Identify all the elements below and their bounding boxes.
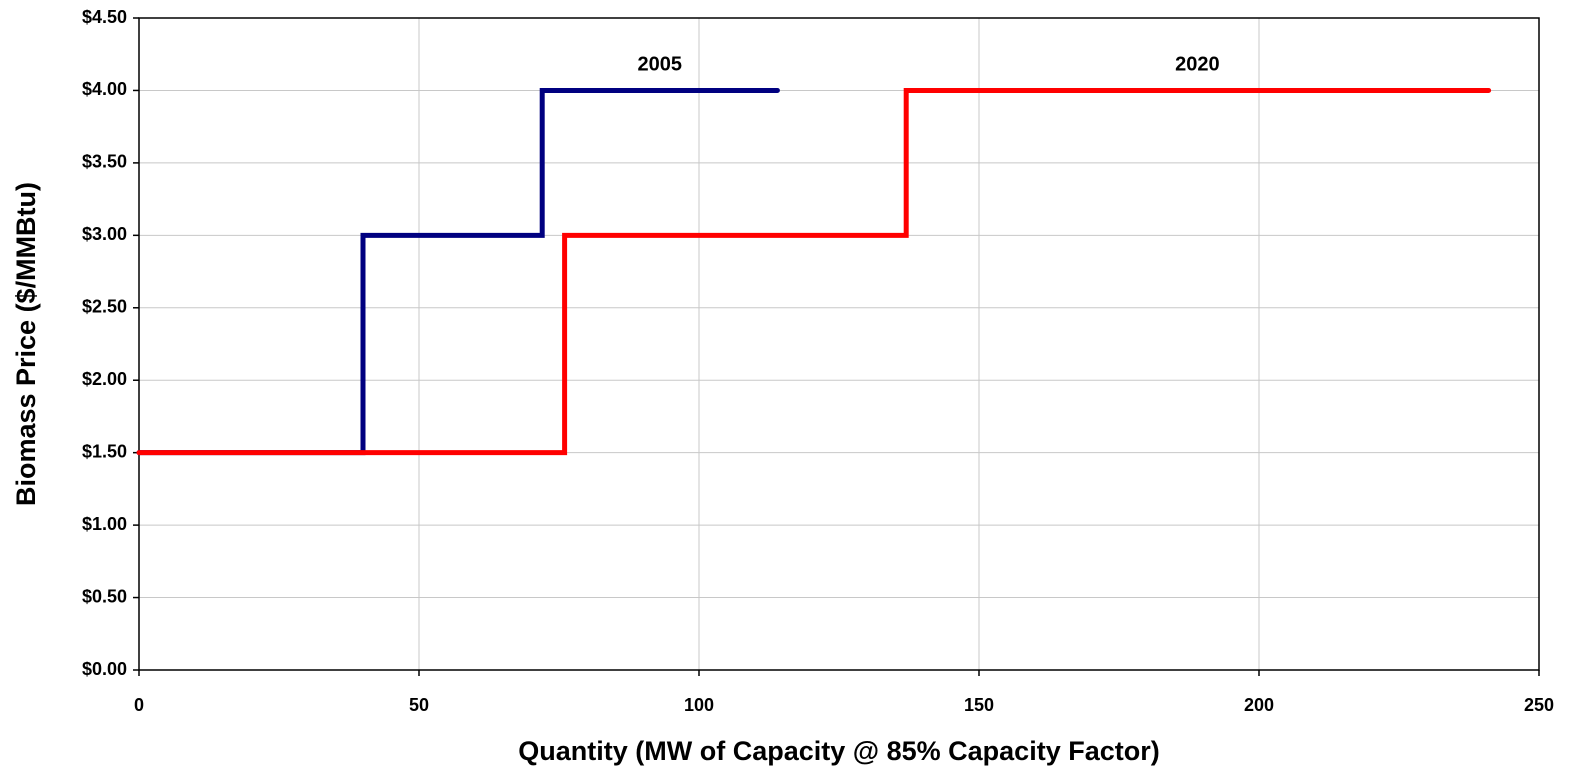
series-line (136, 87, 780, 456)
y-tick-label: $4.00 (82, 79, 127, 99)
x-tick-label: 250 (1524, 695, 1554, 715)
y-tick-label: $0.00 (82, 659, 127, 679)
y-tick-label: $3.00 (82, 224, 127, 244)
series-line (136, 87, 1492, 456)
series-label: 2020 (1175, 54, 1220, 76)
x-tick-label: 100 (684, 695, 714, 715)
x-tick-label: 150 (964, 695, 994, 715)
y-tick-label: $1.00 (82, 514, 127, 534)
x-tick-label: 0 (134, 695, 144, 715)
y-tick-label: $2.50 (82, 297, 127, 317)
y-axis-title: Biomass Price ($/MMBtu) (11, 182, 41, 506)
y-tick-label: $2.00 (82, 369, 127, 389)
y-tick-label: $3.50 (82, 152, 127, 172)
series-label: 2005 (638, 54, 683, 76)
y-tick-label: $4.50 (82, 7, 127, 27)
x-tick-label: 200 (1244, 695, 1274, 715)
x-tick-label: 50 (409, 695, 429, 715)
y-tick-label: $1.50 (82, 441, 127, 461)
x-axis-title: Quantity (MW of Capacity @ 85% Capacity … (518, 736, 1159, 766)
plot-frame (138, 17, 1540, 671)
y-tick-label: $0.50 (82, 586, 127, 606)
